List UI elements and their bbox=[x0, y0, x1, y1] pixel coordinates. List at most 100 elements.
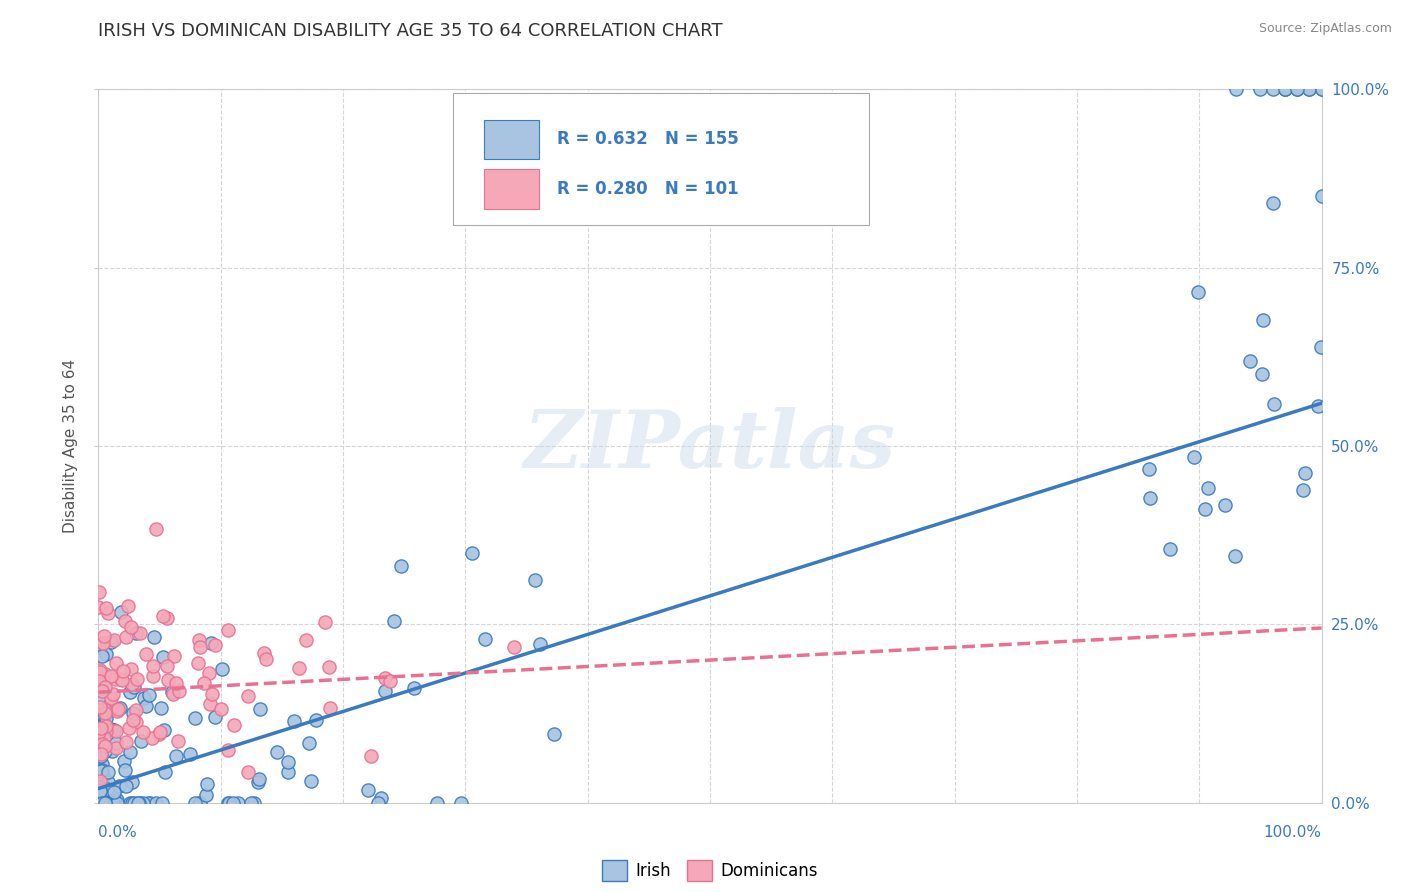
Point bbox=[360, 748, 382, 763]
Point bbox=[94, 796, 117, 810]
Point bbox=[100, 722, 122, 736]
Point bbox=[1274, 82, 1296, 96]
Point bbox=[224, 718, 246, 732]
Point bbox=[100, 691, 122, 706]
Point bbox=[120, 685, 142, 699]
Point bbox=[118, 721, 141, 735]
Point bbox=[188, 796, 211, 810]
Point bbox=[89, 665, 111, 679]
Point bbox=[105, 796, 128, 810]
Point bbox=[120, 619, 142, 633]
Point bbox=[143, 630, 166, 644]
Point bbox=[1310, 82, 1333, 96]
Point bbox=[89, 794, 111, 808]
Point bbox=[122, 706, 145, 721]
Point bbox=[165, 749, 187, 764]
Point bbox=[94, 718, 117, 732]
Point bbox=[197, 776, 219, 790]
Point bbox=[114, 763, 136, 777]
Point bbox=[1286, 82, 1309, 96]
Point bbox=[222, 796, 245, 810]
Point bbox=[217, 743, 239, 757]
Point bbox=[93, 629, 115, 643]
Point bbox=[524, 573, 547, 587]
Point bbox=[87, 750, 110, 764]
Point bbox=[91, 649, 114, 664]
Point bbox=[115, 779, 138, 793]
Point bbox=[104, 672, 127, 686]
Point bbox=[1249, 82, 1271, 96]
Point bbox=[118, 745, 141, 759]
Point bbox=[283, 714, 305, 728]
Point bbox=[93, 635, 115, 649]
Point bbox=[100, 669, 122, 683]
Point bbox=[356, 783, 378, 797]
Point bbox=[111, 673, 134, 688]
Point bbox=[100, 635, 122, 649]
Point bbox=[1197, 481, 1219, 495]
Point bbox=[298, 736, 321, 750]
Point bbox=[217, 796, 239, 810]
Point bbox=[162, 687, 184, 701]
Point bbox=[89, 680, 111, 694]
Point bbox=[156, 673, 179, 687]
Point bbox=[1292, 483, 1315, 497]
Point bbox=[121, 713, 143, 727]
Point bbox=[93, 730, 115, 744]
Point bbox=[1239, 354, 1261, 368]
Point bbox=[1310, 82, 1333, 96]
Point bbox=[108, 779, 131, 793]
Point bbox=[374, 684, 396, 698]
Point bbox=[91, 769, 114, 783]
Point bbox=[1137, 462, 1160, 476]
Point bbox=[200, 636, 222, 650]
Point bbox=[1298, 82, 1320, 96]
Point bbox=[288, 661, 311, 675]
Point bbox=[299, 774, 322, 789]
Point bbox=[295, 633, 318, 648]
Point bbox=[380, 673, 402, 688]
Point bbox=[132, 724, 155, 739]
Point bbox=[93, 680, 115, 694]
Point bbox=[1310, 189, 1333, 203]
Point bbox=[184, 711, 207, 725]
Point bbox=[104, 741, 127, 756]
Point bbox=[132, 690, 155, 705]
Point bbox=[1251, 313, 1274, 327]
Point bbox=[114, 614, 136, 628]
Point bbox=[503, 640, 526, 654]
Point bbox=[1298, 82, 1320, 96]
Text: IRISH VS DOMINICAN DISABILITY AGE 35 TO 64 CORRELATION CHART: IRISH VS DOMINICAN DISABILITY AGE 35 TO … bbox=[98, 22, 723, 40]
Point bbox=[96, 711, 118, 725]
Point bbox=[1139, 491, 1161, 505]
FancyBboxPatch shape bbox=[484, 120, 538, 159]
Point bbox=[87, 724, 110, 739]
Point bbox=[382, 614, 405, 628]
FancyBboxPatch shape bbox=[484, 169, 538, 209]
Point bbox=[195, 788, 218, 802]
Point bbox=[1306, 399, 1329, 413]
Point bbox=[124, 704, 146, 718]
Point bbox=[97, 796, 120, 810]
Point bbox=[112, 755, 135, 769]
Point bbox=[138, 796, 160, 810]
Point bbox=[1261, 196, 1284, 211]
FancyBboxPatch shape bbox=[453, 93, 869, 225]
Point bbox=[1225, 82, 1247, 96]
Point bbox=[96, 796, 118, 810]
Point bbox=[1263, 397, 1285, 411]
Point bbox=[426, 796, 449, 810]
Point bbox=[404, 681, 426, 695]
Point bbox=[91, 737, 114, 751]
Point bbox=[89, 783, 111, 797]
Point bbox=[1250, 368, 1272, 382]
Point bbox=[318, 701, 340, 715]
Point bbox=[121, 796, 143, 810]
Point bbox=[117, 599, 139, 614]
Point bbox=[314, 615, 336, 629]
Point bbox=[474, 632, 496, 646]
Point bbox=[90, 756, 112, 771]
Point bbox=[103, 792, 125, 806]
Text: R = 0.280   N = 101: R = 0.280 N = 101 bbox=[557, 180, 738, 198]
Text: R = 0.632   N = 155: R = 0.632 N = 155 bbox=[557, 130, 740, 148]
